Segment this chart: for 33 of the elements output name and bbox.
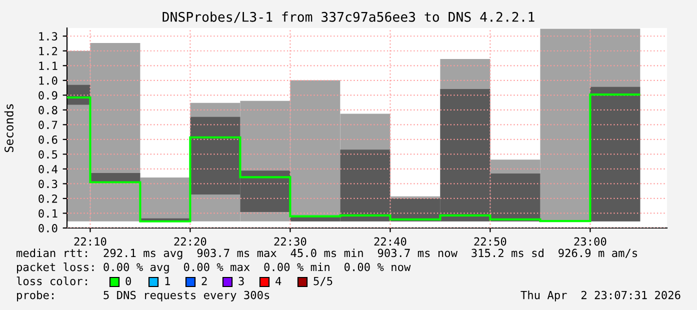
x-tick-label: 22:40 — [374, 237, 406, 246]
text: Thu Apr 2 23:07:31 2026 — [520, 290, 680, 302]
x-tick-label: 22:30 — [274, 237, 306, 246]
text: 5/5 — [314, 276, 332, 286]
x-tick-label: 23:00 — [574, 237, 606, 246]
y-tick-label: 1.1 — [39, 62, 58, 70]
text: 2 — [202, 276, 207, 286]
y-tick-label: 0.7 — [38, 120, 58, 130]
text: probe: 5 DNS requests every 300s — [17, 290, 270, 302]
x-tick-label: 22:50 — [474, 237, 506, 246]
text: 4 — [276, 276, 282, 286]
x-tick-label: 22:10 — [74, 237, 106, 246]
y-axis-title: Seconds — [4, 104, 14, 152]
y-tick-label: 0.1 — [38, 209, 58, 218]
chart-title: DNSProbes/L3-1 from 337c97a56ee3 to DNS 4.2.2.1 — [162, 12, 534, 23]
y-tick-label: 0.4 — [38, 164, 58, 174]
y-tick-label: 0.5 — [38, 150, 58, 159]
x-tick-label: 22:20 — [174, 237, 206, 246]
text: median rtt: 292.1 ms avg 903.7 ms max 45.0 ms min 903.7 ms now 315.2 ms sd 926.9 m am/s — [16, 248, 638, 260]
y-tick-label: 0.0 — [38, 224, 58, 232]
y-tick-label: 0.6 — [38, 135, 58, 144]
text: 1 — [165, 276, 170, 286]
text: 0 — [126, 276, 131, 286]
text: packet loss: 0.00 % avg 0.00 % max 0.00 % min 0.00 % now — [17, 262, 411, 274]
text: 3 — [238, 276, 244, 286]
y-tick-label: 0.3 — [38, 180, 58, 188]
text: loss color: — [16, 276, 87, 286]
y-tick-label: 0.9 — [38, 91, 58, 100]
y-tick-label: 1.0 — [39, 76, 58, 85]
y-tick-label: 0.8 — [38, 106, 58, 114]
y-tick-label: 1.2 — [39, 46, 58, 56]
y-tick-label: 0.2 — [38, 194, 58, 203]
y-tick-label: 1.3 — [39, 32, 58, 41]
